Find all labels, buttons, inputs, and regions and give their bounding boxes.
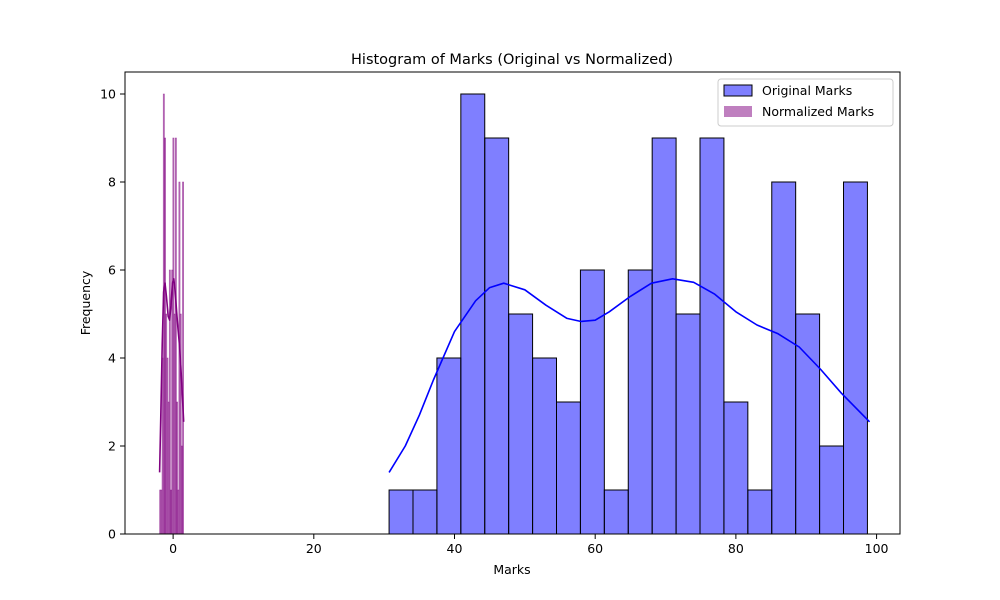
legend-swatch-normalized [724, 106, 752, 117]
bar-series0-bin8 [579, 269, 605, 535]
y-tick-label-0: 0 [108, 527, 116, 542]
x-tick-label-100: 100 [865, 541, 889, 556]
x-tick-label-60: 60 [587, 541, 603, 556]
bar-series0-bin2 [436, 357, 462, 535]
y-axis-label: Frequency [78, 270, 93, 335]
bar-series0-bin14 [723, 401, 749, 535]
axes-frame [124, 71, 901, 535]
legend-swatch-original [723, 84, 753, 97]
bar-series0-bin9 [603, 489, 629, 535]
legend: Original Marks Normalized Marks [717, 78, 894, 127]
x-axis: 0 20 40 60 80 100 [169, 534, 889, 556]
bar-series0-bin6 [532, 357, 558, 535]
bar-series0-bin16 [771, 181, 797, 535]
bar-series0-bin4 [484, 137, 510, 535]
bar-series0-bin15 [747, 489, 773, 535]
x-tick-label-40: 40 [447, 541, 463, 556]
legend-label-normalized: Normalized Marks [762, 104, 874, 119]
y-tick-label-8: 8 [108, 175, 116, 190]
x-tick-label-80: 80 [728, 541, 744, 556]
chart-title: Histogram of Marks (Original vs Normaliz… [351, 52, 673, 68]
kde-line-series0 [388, 277, 871, 473]
legend-box [717, 78, 894, 127]
bar-series0-bin5 [508, 313, 534, 535]
bar-series0-bin1 [412, 489, 438, 535]
x-tick-label-0: 0 [169, 541, 177, 556]
bar-series0-bin0 [388, 489, 414, 535]
bar-series0-bin18 [819, 445, 845, 535]
x-tick-label-20: 20 [306, 541, 322, 556]
bar-series1-bin19 [182, 181, 184, 535]
legend-label-original: Original Marks [762, 83, 852, 98]
bar-series0-bin12 [675, 313, 701, 535]
bar-series0-bin13 [699, 137, 725, 535]
bar-series0-bin3 [460, 93, 486, 535]
y-tick-label-2: 2 [108, 439, 116, 454]
y-tick-label-6: 6 [108, 263, 116, 278]
kde-line-series1 [158, 277, 185, 473]
y-tick-label-10: 10 [100, 87, 116, 102]
bar-series0-bin7 [556, 401, 581, 535]
y-axis: 0 2 4 6 8 10 [100, 87, 125, 542]
plot-area [158, 93, 871, 535]
bar-series0-bin11 [651, 137, 677, 535]
x-axis-label: Marks [493, 562, 530, 577]
bar-series0-bin19 [843, 181, 868, 535]
bar-series0-bin10 [627, 269, 653, 535]
y-tick-label-4: 4 [108, 351, 116, 366]
